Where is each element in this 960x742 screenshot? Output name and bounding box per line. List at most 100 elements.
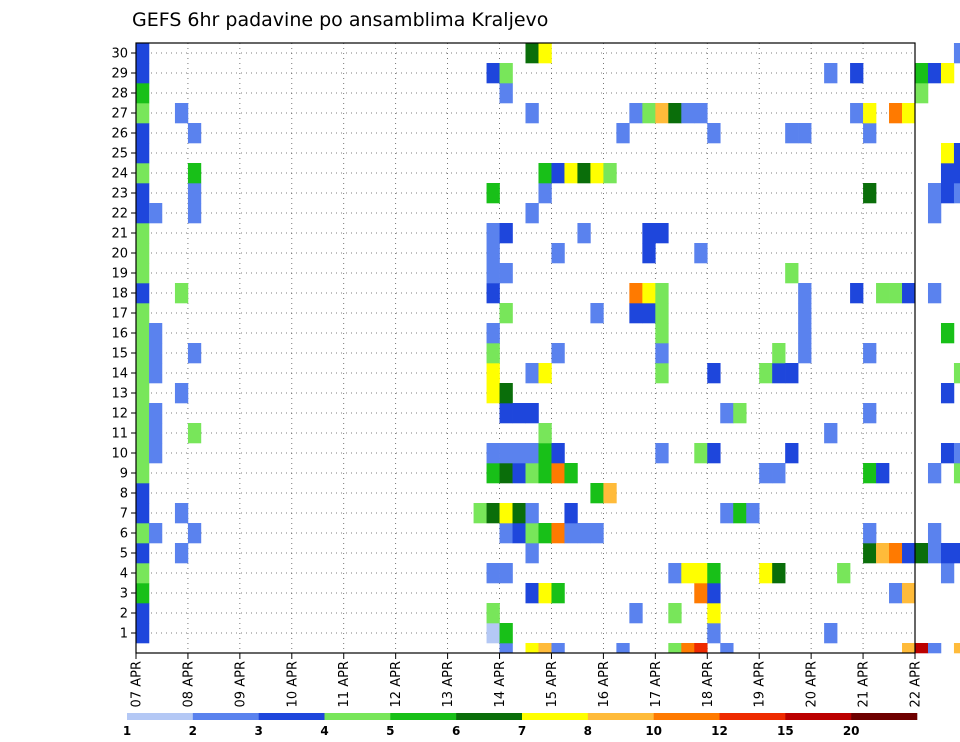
y-tick-label: 7 — [120, 507, 128, 522]
heatmap-cell — [136, 263, 150, 284]
colorbar-label: 3 — [254, 724, 262, 738]
heatmap-cell — [538, 463, 552, 484]
heatmap-cell — [136, 483, 150, 504]
colorbar-swatch — [587, 713, 654, 720]
heatmap-cell — [707, 443, 721, 464]
heatmap-cell — [525, 503, 539, 524]
heatmap-cell — [136, 103, 150, 124]
heatmap-cell — [538, 643, 552, 654]
heatmap-cell — [499, 223, 513, 244]
heatmap-cell — [798, 123, 812, 144]
heatmap-cell — [694, 243, 708, 264]
heatmap-cell — [953, 183, 960, 204]
heatmap-cell — [551, 523, 565, 544]
heatmap-cell — [837, 563, 851, 584]
heatmap-cell — [603, 483, 617, 504]
heatmap-cell — [486, 503, 500, 524]
heatmap-cell — [499, 263, 513, 284]
heatmap-cell — [486, 383, 500, 404]
colorbar: 1 2 3 4 5 6 7 8 10 12 15 20 — [123, 713, 918, 738]
heatmap-cell — [655, 343, 669, 364]
heatmap-cell — [902, 583, 916, 604]
heatmap-cell — [940, 543, 955, 564]
heatmap-cell — [174, 543, 189, 564]
heatmap-cell — [785, 263, 799, 284]
heatmap-cell — [499, 403, 513, 424]
heatmap-cell — [499, 83, 513, 104]
heatmap-cell — [136, 203, 150, 224]
heatmap-cells — [136, 43, 960, 654]
x-tick-label: 19 APR — [753, 661, 768, 707]
heatmap-cell — [486, 263, 500, 284]
heatmap-cell — [174, 503, 189, 524]
heatmap-cell — [953, 643, 960, 654]
heatmap-cell — [940, 63, 955, 84]
heatmap-cell — [499, 463, 513, 484]
heatmap-cell — [759, 463, 773, 484]
heatmap-cell — [148, 203, 163, 224]
heatmap-cell — [499, 643, 513, 654]
colorbar-label: 4 — [320, 724, 328, 738]
heatmap-cell — [486, 243, 500, 264]
heatmap-cell — [694, 103, 708, 124]
heatmap-cell — [148, 443, 163, 464]
heatmap-cell — [525, 363, 539, 384]
heatmap-cell — [798, 303, 812, 324]
heatmap-cell — [551, 443, 565, 464]
heatmap-cell — [148, 403, 163, 424]
heatmap-cell — [136, 503, 150, 524]
y-tick-label: 25 — [111, 147, 128, 162]
heatmap-cell — [136, 143, 150, 164]
heatmap-cell — [655, 223, 669, 244]
heatmap-cell — [538, 443, 552, 464]
heatmap-cell — [590, 483, 604, 504]
y-tick-label: 15 — [111, 347, 128, 362]
heatmap-cell — [940, 383, 955, 404]
heatmap-cell — [512, 463, 526, 484]
heatmap-cell — [551, 163, 565, 184]
heatmap-cell — [525, 463, 539, 484]
heatmap-cell — [551, 463, 565, 484]
colorbar-swatch — [258, 713, 325, 720]
heatmap-cell — [785, 123, 799, 144]
heatmap-cell — [486, 183, 500, 204]
heatmap-cell — [642, 303, 656, 324]
heatmap-cell — [136, 423, 150, 444]
heatmap-cell — [902, 643, 916, 654]
colorbar-label: 6 — [452, 724, 460, 738]
heatmap-cell — [551, 583, 565, 604]
heatmap-cell — [876, 283, 890, 304]
heatmap-cell — [940, 563, 955, 584]
heatmap-cell — [798, 283, 812, 304]
colorbar-label: 7 — [518, 724, 526, 738]
heatmap-cell — [136, 243, 150, 264]
heatmap-cell — [577, 163, 591, 184]
heatmap-cell — [889, 543, 903, 564]
heatmap-cell — [136, 523, 150, 544]
heatmap-cell — [850, 103, 864, 124]
heatmap-cell — [486, 363, 500, 384]
y-tick-label: 21 — [111, 227, 128, 242]
heatmap-cell — [499, 383, 513, 404]
heatmap-cell — [187, 123, 202, 144]
heatmap-cell — [538, 583, 552, 604]
heatmap-cell — [927, 203, 942, 224]
heatmap-cell — [551, 243, 565, 264]
heatmap-cell — [590, 303, 604, 324]
heatmap-cell — [927, 643, 942, 654]
heatmap-cell — [136, 623, 150, 644]
heatmap-cell — [136, 383, 150, 404]
heatmap-cell — [148, 523, 163, 544]
heatmap-cell — [889, 283, 903, 304]
heatmap-cell — [772, 363, 786, 384]
heatmap-cell — [850, 63, 864, 84]
x-tick-label: 09 APR — [233, 661, 248, 707]
heatmap-cell — [187, 423, 202, 444]
heatmap-cell — [720, 503, 734, 524]
heatmap-cell — [512, 503, 526, 524]
heatmap-cell — [525, 43, 539, 64]
heatmap-cell — [136, 123, 150, 144]
heatmap-cell — [863, 123, 877, 144]
heatmap-cell — [642, 283, 656, 304]
